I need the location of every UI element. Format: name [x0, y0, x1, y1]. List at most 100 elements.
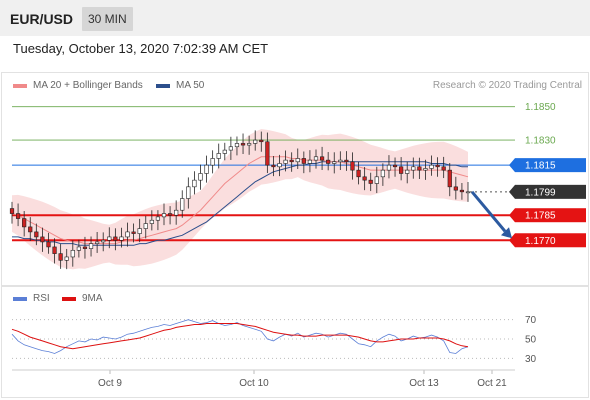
candle-body	[301, 158, 306, 164]
candle-body	[277, 163, 282, 168]
candle-body	[119, 236, 124, 241]
rsi-line	[11, 319, 469, 354]
candle-body	[204, 164, 209, 174]
level-label: 1.1770	[525, 236, 556, 247]
level-tag-notch	[509, 158, 515, 173]
legend-bb-swatch	[13, 83, 27, 88]
candle-body	[240, 143, 246, 146]
candle-body	[423, 168, 428, 171]
instrument-title: EUR/USD	[10, 11, 74, 27]
candle-body	[88, 243, 94, 249]
level-label: 1.1850	[525, 102, 556, 113]
candle-body	[34, 231, 39, 238]
legend-bb-label: MA 20 + Bollinger Bands	[33, 80, 143, 91]
x-tick-label: Oct 10	[239, 378, 269, 389]
level-tag-current	[515, 184, 586, 199]
level-tag-support	[515, 208, 586, 223]
candle-body	[271, 164, 276, 168]
level-label: 1.1799	[525, 187, 556, 198]
forecast-arrow-shaft	[470, 190, 507, 233]
candle-body	[459, 189, 465, 193]
timeframe-badge[interactable]: 30 MIN	[82, 7, 133, 31]
candle-body	[101, 239, 106, 243]
candle-body	[344, 159, 349, 163]
candle-body	[70, 249, 75, 258]
level-tag-pivot	[515, 158, 586, 173]
candle-body	[295, 158, 300, 163]
candle-body	[174, 209, 179, 216]
candle-body	[198, 173, 203, 181]
legend-9ma-swatch	[62, 296, 76, 301]
candle-body	[95, 241, 100, 244]
candle-body	[247, 143, 252, 146]
candle-body	[259, 139, 264, 143]
candle-body	[161, 213, 167, 218]
candle-body	[453, 186, 458, 191]
candle-body	[137, 228, 142, 234]
candle-body	[313, 156, 319, 161]
x-tick-label: Oct 13	[409, 378, 439, 389]
candle-body	[307, 159, 313, 164]
candle-body	[210, 158, 215, 166]
header-bar: EUR/USD 30 MIN	[0, 0, 590, 36]
candle-body	[155, 216, 161, 221]
candle-body	[113, 236, 118, 241]
level-tag-notch	[509, 233, 515, 248]
legend-ma50-label: MA 50	[176, 80, 205, 91]
candle-body	[107, 236, 112, 241]
candle-body	[40, 236, 45, 243]
candle-body	[380, 169, 385, 178]
candle-body	[417, 166, 422, 171]
candle-body	[338, 159, 343, 163]
candle-body	[447, 169, 452, 188]
candle-body	[28, 226, 33, 233]
candle-body	[58, 253, 63, 261]
candle-body	[386, 164, 392, 171]
legend-rsi-swatch	[13, 296, 27, 301]
level-label: 1.1785	[525, 211, 556, 222]
level-tag-support	[515, 233, 586, 248]
candle-body	[374, 176, 379, 184]
candle-body	[167, 213, 173, 216]
x-tick-label: Oct 21	[477, 378, 507, 389]
candle-body	[216, 153, 221, 159]
x-tick-label: Oct 9	[98, 378, 122, 389]
rsi-9ma-line	[11, 323, 469, 350]
candle-body	[368, 179, 373, 184]
candle-body	[399, 166, 404, 174]
candle-body	[180, 198, 185, 211]
ma50-line	[12, 161, 468, 246]
candle-body	[435, 164, 440, 168]
candle-body	[362, 176, 367, 181]
candle-body	[192, 179, 197, 188]
level-tag-notch	[509, 184, 515, 199]
candle-body	[465, 191, 471, 194]
rsi-panel	[1, 286, 589, 398]
legend-9ma-label: 9MA	[82, 293, 103, 304]
candle-body	[149, 219, 154, 224]
candle-body	[143, 223, 148, 229]
candle-body	[350, 161, 355, 171]
candle-body	[9, 208, 15, 214]
legend-rsi-label: RSI	[33, 293, 50, 304]
candle-body	[15, 213, 21, 219]
forecast-arrow-head	[501, 227, 512, 239]
rsi-tick-label: 30	[525, 354, 537, 365]
candle-body	[283, 159, 288, 164]
legend-ma50-swatch	[156, 83, 170, 88]
candle-body	[319, 156, 325, 161]
candle-body	[429, 164, 434, 169]
level-label: 1.1815	[525, 161, 556, 172]
credit-text: Research © 2020 Trading Central	[432, 80, 582, 91]
candle-body	[76, 246, 81, 251]
rsi-tick-label: 70	[525, 315, 537, 326]
candle-body	[228, 146, 233, 151]
level-tag-notch	[509, 208, 515, 223]
legend-bb: MA 20 + Bollinger Bands	[13, 80, 143, 91]
legend-9ma: 9MA	[62, 293, 103, 304]
candle-body	[234, 143, 240, 148]
candle-body	[46, 241, 51, 248]
candle-body	[253, 139, 258, 144]
candle-body	[52, 246, 57, 254]
